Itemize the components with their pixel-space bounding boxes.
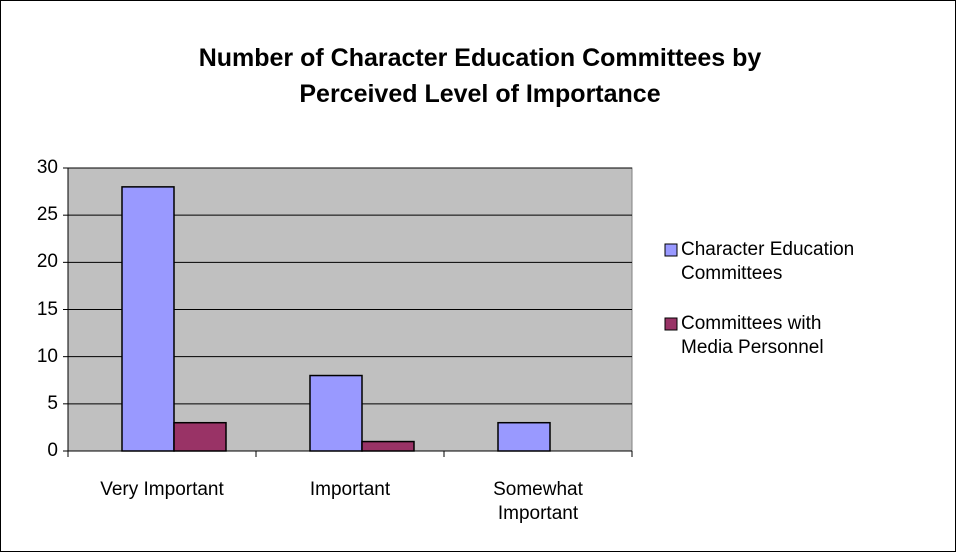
y-tick-label: 15 <box>36 298 58 320</box>
legend-swatch <box>664 317 678 331</box>
y-tick-label: 10 <box>36 345 58 367</box>
x-tick-label: Very Important <box>100 479 224 500</box>
bar <box>361 440 415 452</box>
bar <box>497 421 551 452</box>
x-tick-label: Important <box>309 479 391 500</box>
y-tick-label: 0 <box>47 440 58 461</box>
y-tick-label: 20 <box>36 251 58 273</box>
y-tick-label: 5 <box>47 392 58 414</box>
legend-swatch <box>664 243 678 257</box>
y-tick-label: 25 <box>36 204 58 226</box>
bar <box>173 421 227 452</box>
x-tick-label: Somewhat Important <box>493 479 583 524</box>
legend-label: Committees with Media Personnel <box>681 313 824 358</box>
bar <box>309 374 363 452</box>
chart-title: Number of Character Education Committees… <box>198 44 762 108</box>
bar <box>121 186 175 452</box>
legend-label: Character Education Committees <box>681 239 855 284</box>
y-tick-label: 30 <box>36 157 58 178</box>
